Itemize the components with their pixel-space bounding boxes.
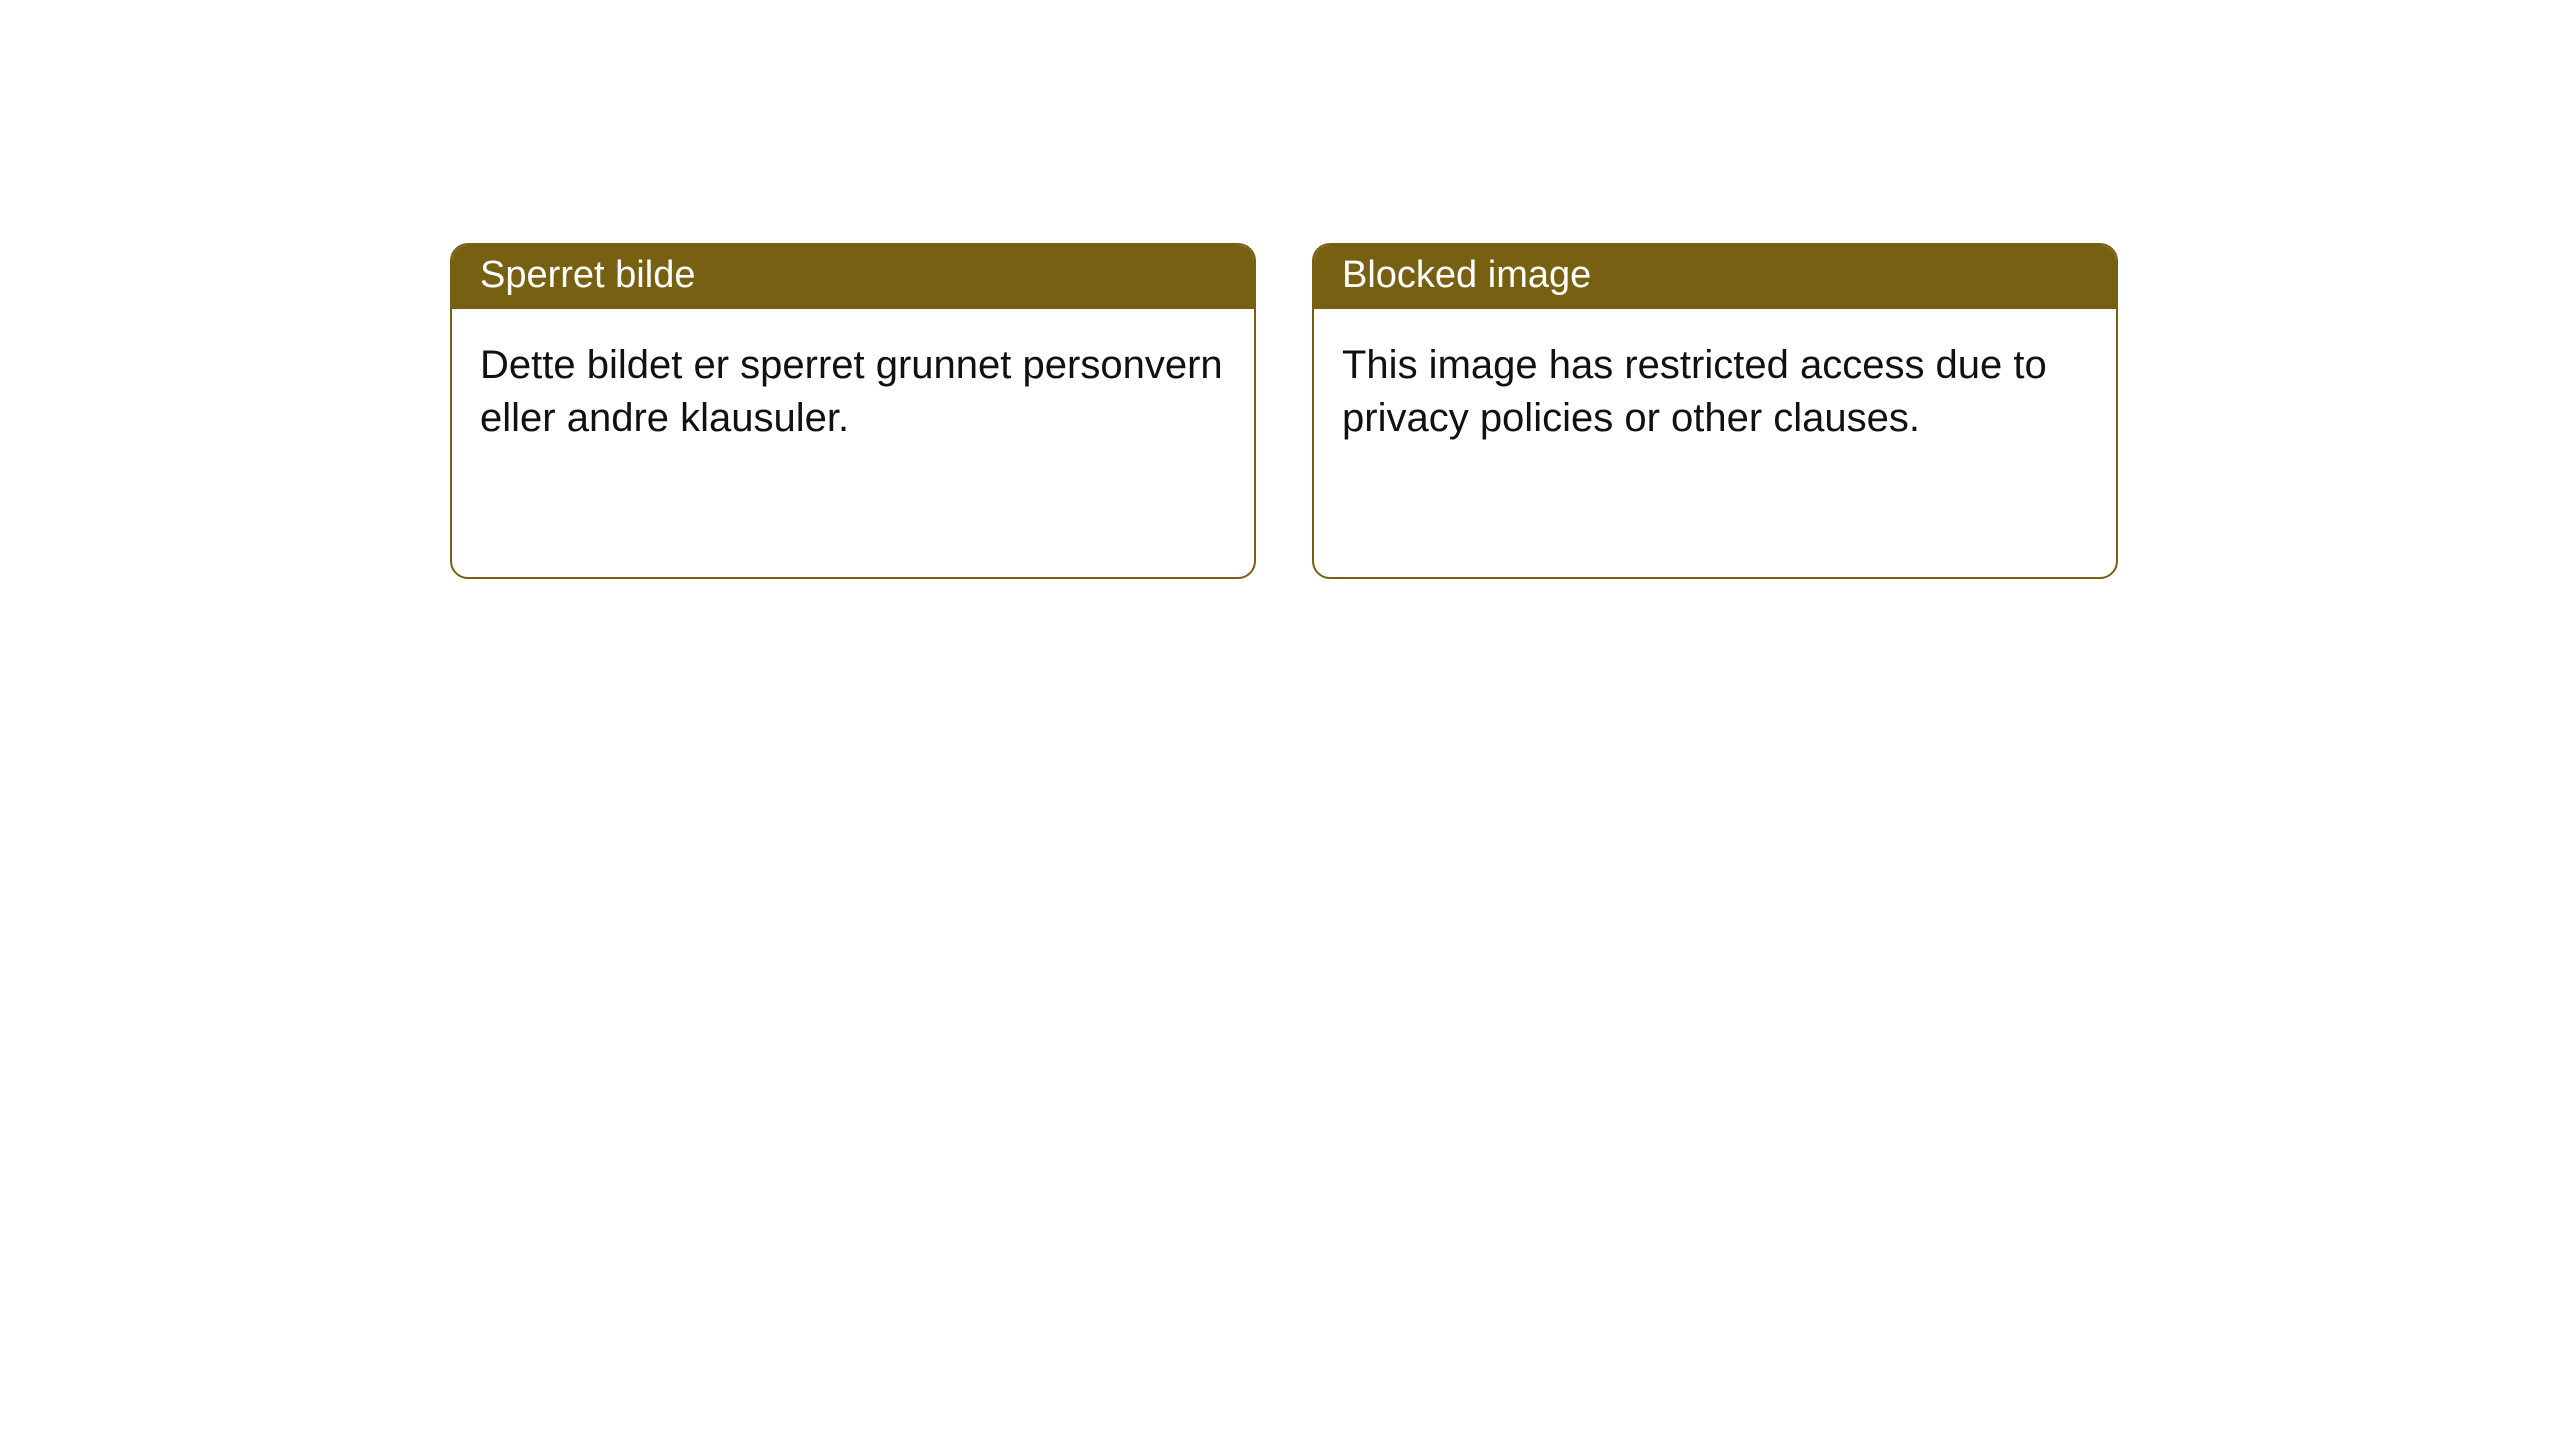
notice-card-norwegian: Sperret bilde Dette bildet er sperret gr… [450,243,1256,579]
card-body-text: This image has restricted access due to … [1342,343,2047,440]
card-title: Blocked image [1342,254,1591,296]
notice-card-english: Blocked image This image has restricted … [1312,243,2118,579]
notice-cards-container: Sperret bilde Dette bildet er sperret gr… [450,243,2118,579]
card-body: Dette bildet er sperret grunnet personve… [452,309,1254,475]
card-header: Blocked image [1314,245,2116,309]
card-title: Sperret bilde [480,254,695,296]
card-body: This image has restricted access due to … [1314,309,2116,475]
card-header: Sperret bilde [452,245,1254,309]
card-body-text: Dette bildet er sperret grunnet personve… [480,343,1223,440]
